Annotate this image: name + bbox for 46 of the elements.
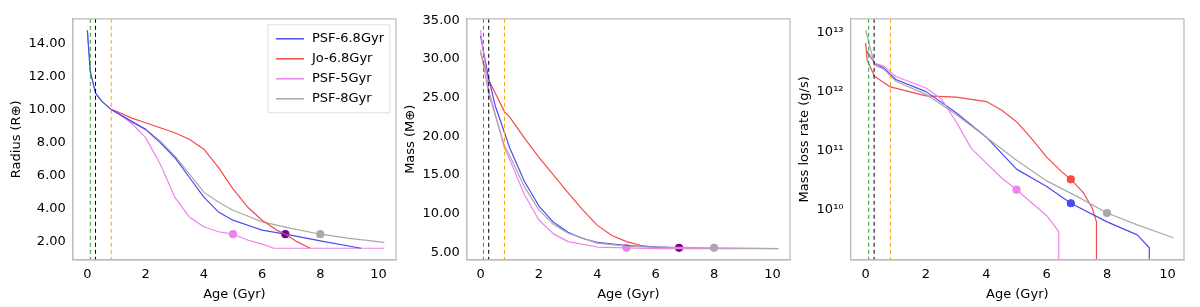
x-tick-label: 2 <box>921 265 931 281</box>
x-tick-label: 6 <box>1042 265 1051 281</box>
y-tick-label: 10¹³ <box>816 23 844 39</box>
x-tick-label: 8 <box>316 265 325 281</box>
y-tick-label: 6.00 <box>36 166 66 182</box>
y-tick-label: 10¹⁰ <box>816 201 844 217</box>
x-tick-label: 10 <box>764 265 781 281</box>
y-tick-label: 10¹² <box>816 83 844 98</box>
y-tick-label: 30.00 <box>422 50 460 66</box>
x-tick-label: 2 <box>141 265 150 281</box>
legend-label: PSF-5Gyr <box>311 70 373 86</box>
legend-label: PSF-8Gyr <box>311 90 373 106</box>
x-tick-label: 0 <box>476 265 485 281</box>
y-axis-title: Mass loss rate (g/s) <box>796 76 812 203</box>
legend-label: PSF-6.8Gyr <box>311 30 385 46</box>
x-tick-label: 4 <box>982 265 991 281</box>
x-tick-label: 0 <box>861 265 870 281</box>
x-tick-label: 6 <box>651 265 660 281</box>
legend-label: Jo-6.8Gyr <box>310 50 374 66</box>
y-tick-label: 4.00 <box>36 200 66 215</box>
x-tick-label: 4 <box>199 265 208 281</box>
x-axis-title: Age (Gyr) <box>986 285 1049 301</box>
y-tick-label: 8.00 <box>36 133 66 149</box>
y-axis-title: Mass (M⊕) <box>402 104 418 174</box>
x-tick-label: 8 <box>709 265 719 281</box>
y-tick-label: 10.00 <box>28 100 66 116</box>
x-axis-title: Age (Gyr) <box>203 285 266 301</box>
x-tick-label: 10 <box>370 265 387 281</box>
x-tick-label: 6 <box>257 265 267 281</box>
y-tick-label: 20.00 <box>422 127 460 143</box>
x-axis-title: Age (Gyr) <box>597 285 660 301</box>
y-tick-label: 35.00 <box>422 11 460 27</box>
y-tick-label: 2.00 <box>36 233 66 249</box>
y-tick-label: 10.00 <box>422 205 460 221</box>
y-tick-label: 12.00 <box>28 67 66 83</box>
x-tick-label: 0 <box>83 265 92 281</box>
y-tick-label: 10¹¹ <box>816 142 844 158</box>
x-tick-label: 4 <box>593 265 602 281</box>
y-tick-label: 14.00 <box>28 34 66 50</box>
y-axis-title: Radius (R⊕) <box>8 100 24 179</box>
y-tick-label: 15.00 <box>422 166 460 182</box>
y-tick-label: 25.00 <box>422 89 460 105</box>
x-tick-label: 10 <box>1159 265 1176 281</box>
y-tick-label: 5.00 <box>430 243 460 259</box>
x-tick-label: 8 <box>1102 265 1112 281</box>
x-tick-label: 2 <box>534 265 544 281</box>
